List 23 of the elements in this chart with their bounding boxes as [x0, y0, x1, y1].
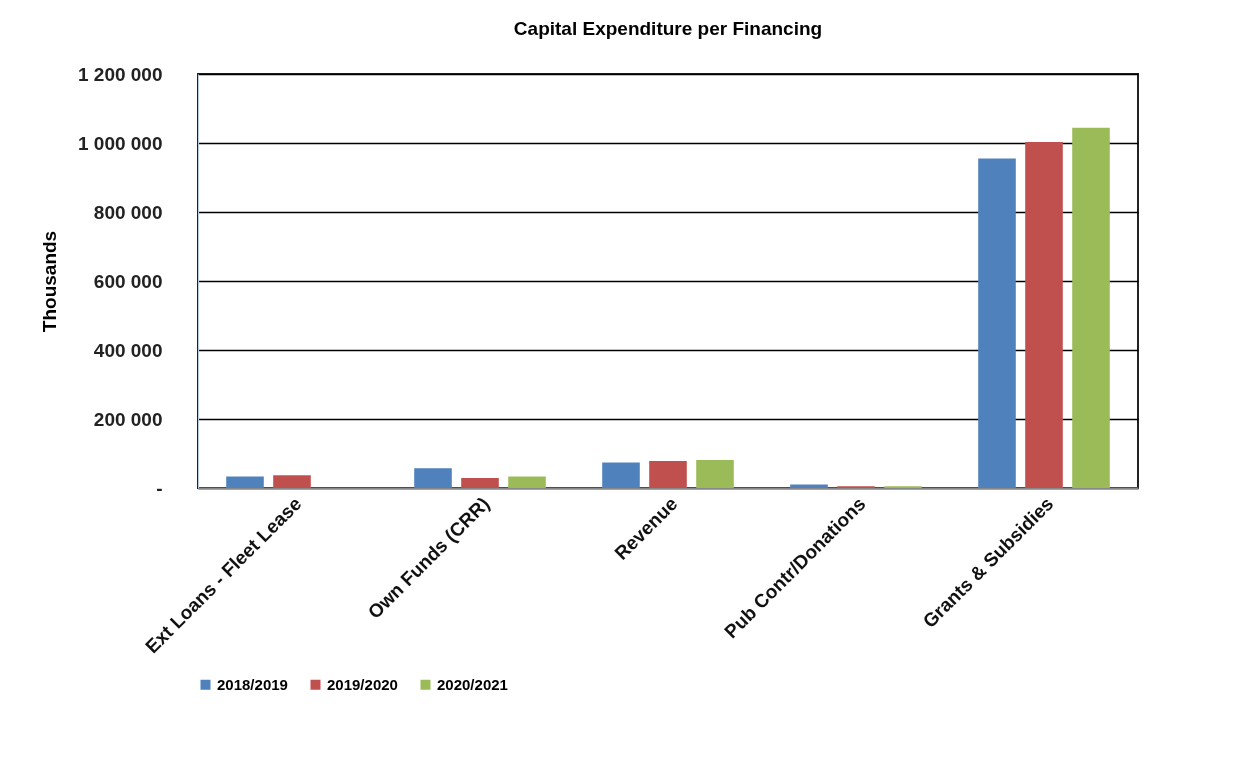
bar	[696, 460, 734, 488]
bar	[414, 468, 452, 488]
chart-title: Capital Expenditure per Financing	[513, 18, 823, 39]
legend-label: 2019/2020	[327, 675, 398, 693]
bar	[273, 475, 311, 488]
y-tick-label: 600 000	[93, 270, 163, 292]
y-tick-label: 400 000	[93, 339, 163, 361]
bar	[508, 476, 546, 488]
bar	[978, 158, 1016, 488]
y-tick-label: 1 000 000	[77, 132, 163, 154]
legend-label: 2018/2019	[217, 675, 288, 693]
bar	[226, 476, 264, 488]
y-tick-label: 800 000	[93, 201, 163, 223]
y-tick-label: 1 200 000	[77, 63, 163, 85]
legend-label: 2020/2021	[437, 675, 508, 693]
y-tick-label: -	[156, 477, 163, 499]
bar	[1072, 127, 1110, 488]
y-tick-label: 200 000	[93, 408, 163, 430]
bar	[1025, 141, 1063, 488]
y-axis-title: Thousands	[38, 230, 60, 333]
bar	[649, 461, 687, 488]
bar	[461, 478, 499, 488]
bar	[602, 462, 640, 488]
